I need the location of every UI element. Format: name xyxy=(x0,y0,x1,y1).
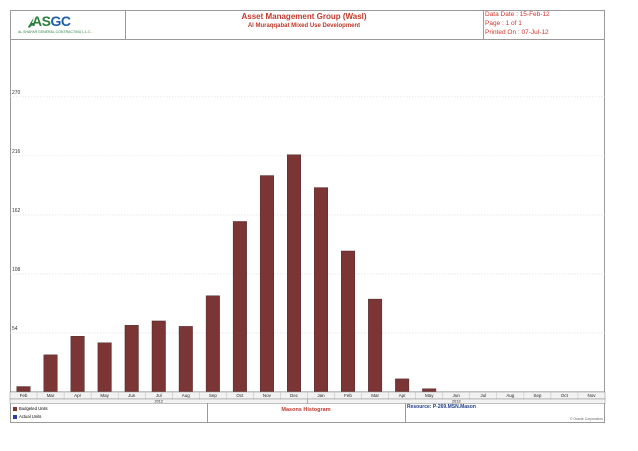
x-tick-label: Oct xyxy=(561,393,569,398)
x-tick-label: May xyxy=(100,393,109,398)
logo-swoosh-icon xyxy=(28,17,35,28)
logo-subtext: AL SHAFAR GENERAL CONTRACTING L.L.C. xyxy=(18,30,92,34)
bar xyxy=(368,298,383,393)
title-cell: Asset Management Group (Wasl) Al Muraqqa… xyxy=(125,10,484,39)
bar xyxy=(70,336,85,393)
x-tick-label: Jun xyxy=(453,393,461,398)
copyright: © Oracle Corporation xyxy=(569,417,603,421)
x-tick-label: Oct xyxy=(236,393,244,398)
x-tick-label: Jul xyxy=(156,393,162,398)
bar xyxy=(178,326,193,393)
y-tick-label: 270 xyxy=(12,90,21,96)
x-tick-label: Mar xyxy=(47,393,55,398)
printed-on: Printed On : 07-Jul-12 xyxy=(485,29,549,36)
info-cell: Data Date : 15-Feb-12 Page : 1 of 1 Prin… xyxy=(483,10,605,39)
legend: Budgeted Units Actual Units xyxy=(10,403,208,423)
y-tick-label: 162 xyxy=(12,208,21,214)
y-tick-label: 216 xyxy=(12,149,21,155)
legend-item-actual: Actual Units xyxy=(13,414,41,419)
bar xyxy=(205,295,220,393)
x-tick-label: Aug xyxy=(182,393,191,398)
x-tick-label: Aug xyxy=(506,393,515,398)
bar xyxy=(16,386,31,393)
x-tick-label: Jul xyxy=(480,393,486,398)
resource-cell: Resource: P-269.MSN.Mason © Oracle Corpo… xyxy=(405,403,605,423)
y-tick-label: 54 xyxy=(12,326,18,332)
x-tick-label: Nov xyxy=(263,393,272,398)
logo-text: ASGC xyxy=(32,13,71,29)
bar xyxy=(422,388,437,393)
x-tick-label: May xyxy=(425,393,434,398)
x-tick-label: Mar xyxy=(371,393,379,398)
bar xyxy=(314,187,328,393)
company-logo: ASGC AL SHAFAR GENERAL CONTRACTING L.L.C… xyxy=(10,10,126,39)
report-frame xyxy=(10,10,605,423)
report-header: ASGC AL SHAFAR GENERAL CONTRACTING L.L.C… xyxy=(10,10,605,40)
bar xyxy=(259,175,274,393)
x-tick-label: Nov xyxy=(587,393,596,398)
bar xyxy=(151,320,166,393)
bar xyxy=(124,325,139,393)
legend-swatch-actual xyxy=(13,414,17,419)
x-tick-label: Apr xyxy=(74,393,82,398)
x-tick-label: Feb xyxy=(20,393,28,398)
report-title: Asset Management Group (Wasl) xyxy=(241,12,367,21)
x-tick-label: Sep xyxy=(533,393,542,398)
report-footer: Budgeted Units Actual Units Masons Histo… xyxy=(10,403,605,423)
x-tick-label: Jun xyxy=(128,393,136,398)
x-tick-label: Sep xyxy=(209,393,218,398)
legend-item-budgeted: Budgeted Units xyxy=(13,406,48,411)
bar xyxy=(232,221,247,393)
page-number: Page : 1 of 1 xyxy=(485,20,522,27)
x-tick-label: Feb xyxy=(344,393,352,398)
year-label: 2013 xyxy=(452,400,460,404)
resource-label: Resource: P-269.MSN.Mason xyxy=(407,404,476,410)
y-tick-label: 108 xyxy=(12,267,21,273)
year-label: 2012 xyxy=(155,400,163,404)
bar xyxy=(395,378,410,393)
report-subtitle: Al Muraqqabat Mixed Use Development xyxy=(247,23,361,29)
bar xyxy=(43,354,58,393)
bar xyxy=(341,250,356,393)
x-tick-label: Apr xyxy=(399,393,407,398)
bar xyxy=(287,154,301,393)
bar xyxy=(97,342,112,393)
x-tick-label: Dec xyxy=(290,393,299,398)
x-tick-label: Jan xyxy=(317,393,325,398)
legend-swatch-budgeted xyxy=(13,406,17,411)
data-date: Data Date : 15-Feb-12 xyxy=(485,11,550,18)
histogram-title: Masons Histogram xyxy=(207,403,406,423)
year-band xyxy=(307,398,606,404)
